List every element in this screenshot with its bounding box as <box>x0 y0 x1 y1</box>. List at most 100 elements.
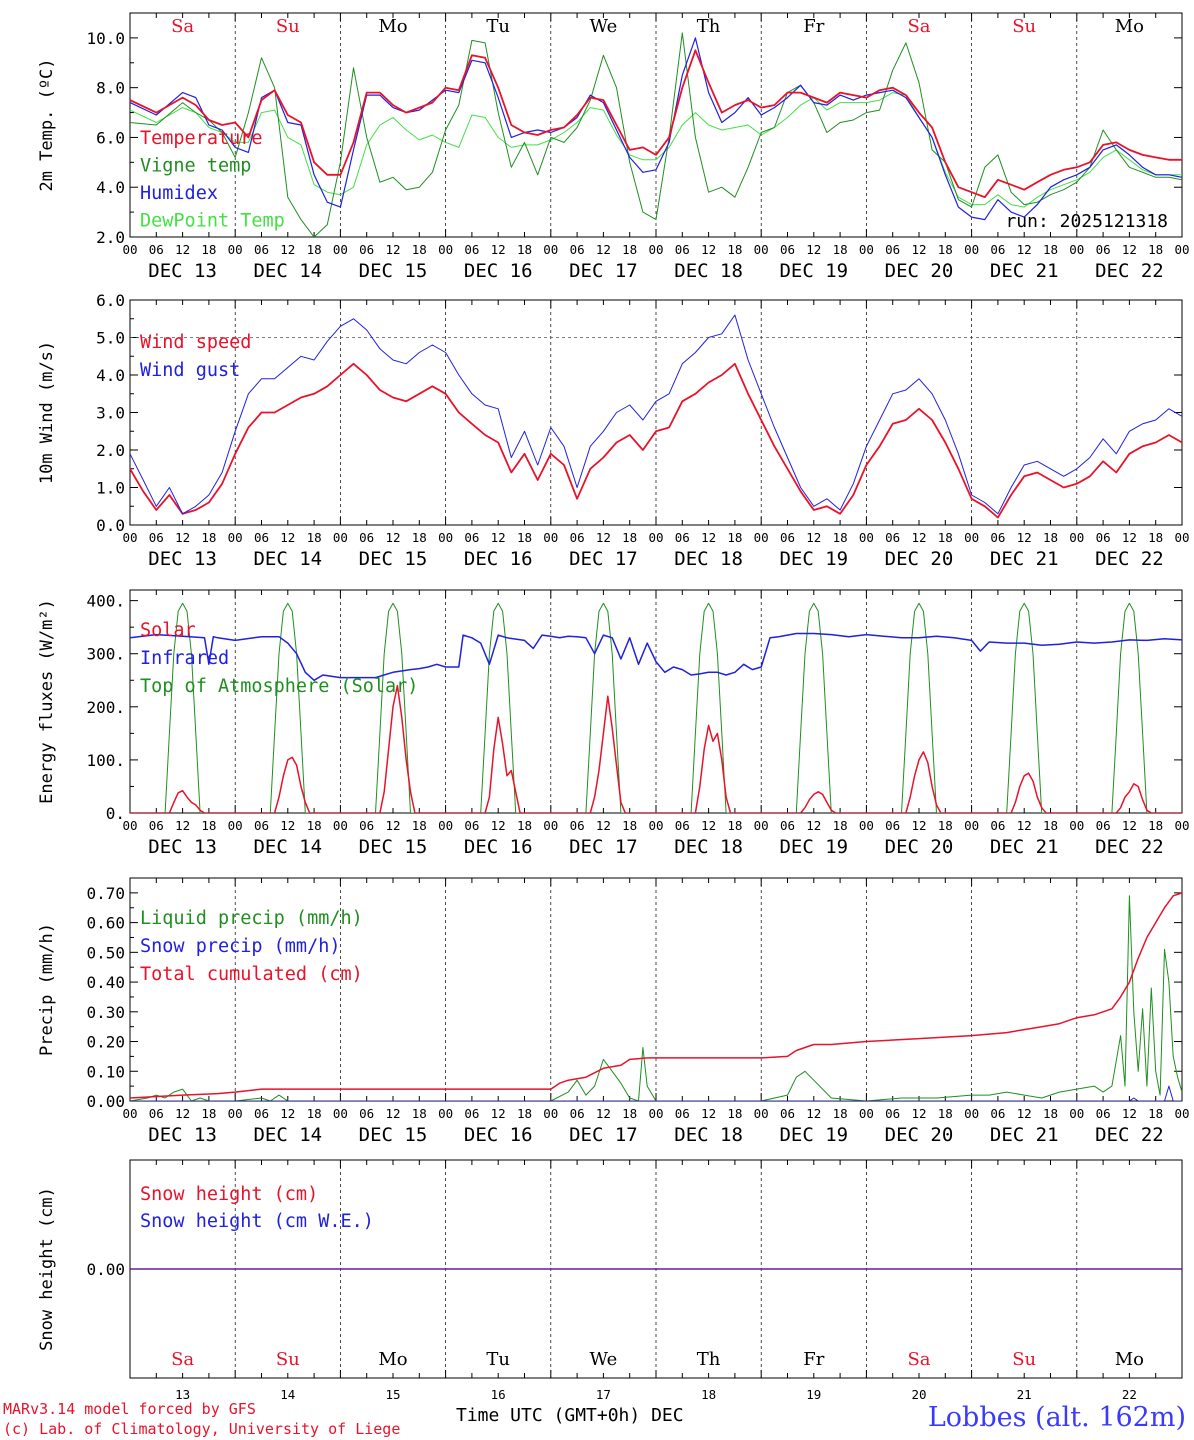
y-tick-label: 0.0 <box>96 516 125 535</box>
hour-tick-label: 00 <box>648 1106 663 1121</box>
y-tick-label: 100. <box>86 751 125 770</box>
hour-tick-label: 18 <box>307 1106 322 1121</box>
hour-tick-label: 12 <box>385 1106 400 1121</box>
hour-tick-label: 18 <box>727 1106 742 1121</box>
hour-tick-label: 00 <box>333 818 348 833</box>
day-name-label: Sa <box>907 16 930 37</box>
day-name-label: Fr <box>803 1349 824 1370</box>
day-name-label: Su <box>276 1349 300 1370</box>
hour-tick-label: 00 <box>859 242 874 257</box>
hour-tick-label: 18 <box>201 818 216 833</box>
series-line-temperature <box>130 49 1182 199</box>
day-name-label: We <box>590 1349 618 1370</box>
hour-tick-label: 00 <box>228 1106 243 1121</box>
hour-tick-label: 12 <box>385 818 400 833</box>
date-label: DEC 17 <box>569 260 638 282</box>
date-label: DEC 14 <box>253 1124 322 1146</box>
hour-tick-label: 00 <box>1069 818 1084 833</box>
legend-entry: Liquid precip (mm/h) <box>140 908 363 929</box>
hour-tick-label: 06 <box>1096 818 1111 833</box>
x-axis-title: Time UTC (GMT+0h) DEC <box>456 1405 684 1426</box>
hour-tick-label: 06 <box>149 818 164 833</box>
day-number-label: 22 <box>1122 1387 1137 1402</box>
panel-precip: 0.00 0.10 0.20 0.30 0.40 0.50 0.60 0.70 Precip (… <box>37 877 1190 1146</box>
hour-tick-label: 00 <box>1174 818 1189 833</box>
date-label: DEC 16 <box>464 260 533 282</box>
date-label: DEC 18 <box>674 836 743 858</box>
hour-tick-label: 18 <box>1148 1106 1163 1121</box>
hour-tick-label: 12 <box>911 1106 926 1121</box>
day-number-label: 19 <box>806 1387 821 1402</box>
hour-tick-label: 18 <box>1043 242 1058 257</box>
y-axis-label: Precip (mm/h) <box>37 923 57 1056</box>
hour-tick-label: 12 <box>491 1106 506 1121</box>
hour-tick-label: 12 <box>701 530 716 545</box>
legend-entry: Snow height (cm) <box>140 1184 318 1205</box>
hour-tick-label: 06 <box>254 1106 269 1121</box>
hour-tick-label: 00 <box>754 530 769 545</box>
hour-tick-label: 12 <box>280 1106 295 1121</box>
y-tick-label: 0.10 <box>86 1062 125 1081</box>
y-tick-label: 0.70 <box>86 884 125 903</box>
hour-tick-label: 12 <box>1122 530 1137 545</box>
y-tick-label: 0. <box>106 804 125 823</box>
date-label: DEC 22 <box>1095 836 1164 858</box>
run-label: run: 2025121318 <box>1005 211 1168 232</box>
day-name-label: Tu <box>486 16 510 37</box>
hour-tick-label: 18 <box>622 818 637 833</box>
y-tick-label: 2.0 <box>96 441 125 460</box>
hour-tick-label: 12 <box>385 530 400 545</box>
hour-tick-label: 00 <box>333 530 348 545</box>
hour-tick-label: 06 <box>1096 530 1111 545</box>
hour-tick-label: 06 <box>780 818 795 833</box>
hour-tick-label: 12 <box>806 530 821 545</box>
hour-tick-label: 00 <box>859 818 874 833</box>
date-label: DEC 18 <box>674 1124 743 1146</box>
hour-tick-label: 06 <box>464 530 479 545</box>
hour-tick-label: 18 <box>938 1106 953 1121</box>
hour-tick-label: 06 <box>570 530 585 545</box>
hour-tick-label: 00 <box>754 242 769 257</box>
hour-tick-label: 00 <box>543 818 558 833</box>
hour-tick-label: 06 <box>464 818 479 833</box>
hour-tick-label: 06 <box>990 530 1005 545</box>
credit-model: MARv3.14 model forced by GFS <box>3 1400 256 1418</box>
legend-entry: Vigne temp <box>140 156 251 177</box>
hour-tick-label: 06 <box>990 1106 1005 1121</box>
day-name-label: Su <box>1012 16 1036 37</box>
date-label: DEC 16 <box>464 1124 533 1146</box>
hour-tick-label: 18 <box>307 530 322 545</box>
date-label: DEC 17 <box>569 1124 638 1146</box>
date-label: DEC 22 <box>1095 548 1164 570</box>
panel-snow: 0.00 Snow height (cm) Sa 13 Su 14 Mo 15 Tu 16 We 17… <box>37 1159 1183 1402</box>
hour-tick-label: 12 <box>806 818 821 833</box>
day-name-label: Th <box>697 1349 721 1370</box>
hour-tick-label: 06 <box>254 242 269 257</box>
y-tick-label: 4.0 <box>96 178 125 197</box>
date-label: DEC 20 <box>885 260 954 282</box>
legend-entry: Snow precip (mm/h) <box>140 936 340 957</box>
station-name: Lobbes (alt. 162m) <box>927 1402 1186 1433</box>
series-line-infrared <box>130 632 1182 682</box>
hour-tick-label: 12 <box>1122 818 1137 833</box>
date-label: DEC 18 <box>674 548 743 570</box>
hour-tick-label: 12 <box>806 1106 821 1121</box>
hour-tick-label: 12 <box>1017 818 1032 833</box>
hour-tick-label: 00 <box>859 530 874 545</box>
date-label: DEC 19 <box>779 548 848 570</box>
legend-entry: Top of Atmosphere (Solar) <box>140 676 418 697</box>
y-tick-label: 5.0 <box>96 329 125 348</box>
hour-tick-label: 12 <box>1122 242 1137 257</box>
hour-tick-label: 06 <box>780 530 795 545</box>
hour-tick-label: 06 <box>254 818 269 833</box>
hour-tick-label: 18 <box>1148 242 1163 257</box>
y-tick-label: 0.60 <box>86 914 125 933</box>
date-label: DEC 19 <box>779 1124 848 1146</box>
hour-tick-label: 06 <box>885 242 900 257</box>
hour-tick-label: 18 <box>833 818 848 833</box>
hour-tick-label: 12 <box>491 530 506 545</box>
hour-tick-label: 00 <box>1174 530 1189 545</box>
hour-tick-label: 12 <box>1017 1106 1032 1121</box>
date-label: DEC 22 <box>1095 260 1164 282</box>
hour-tick-label: 18 <box>307 242 322 257</box>
